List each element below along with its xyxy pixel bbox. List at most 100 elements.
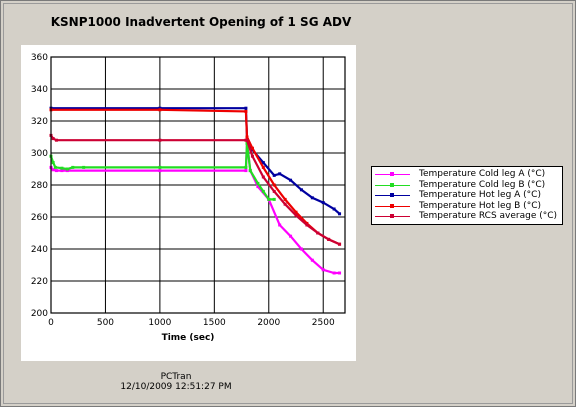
data-point <box>310 258 314 262</box>
data-point <box>299 247 303 251</box>
data-point <box>51 137 55 141</box>
legend-label: Temperature Cold leg B (°C) <box>419 179 546 190</box>
data-point <box>65 169 69 173</box>
data-point <box>51 161 55 165</box>
series-1 <box>49 140 342 275</box>
plot-area-border <box>50 56 346 314</box>
data-point <box>327 237 331 241</box>
data-point <box>294 213 298 217</box>
data-point <box>272 197 276 201</box>
data-point <box>53 165 57 169</box>
grid-layer <box>50 56 345 314</box>
data-point <box>60 169 64 173</box>
data-point <box>305 223 309 227</box>
data-point <box>60 166 64 170</box>
data-point <box>321 201 325 205</box>
data-point <box>250 146 254 150</box>
legend-swatch-marker <box>390 203 394 208</box>
data-point <box>299 188 303 192</box>
legend-item: Temperature Cold leg A (°C) <box>372 169 562 180</box>
data-point <box>158 165 162 169</box>
data-point <box>244 106 248 110</box>
series-layer <box>49 106 342 275</box>
legend-swatch-marker <box>390 214 394 219</box>
data-point <box>158 138 162 142</box>
data-point <box>316 231 320 235</box>
series-5 <box>49 133 342 246</box>
data-point <box>51 168 55 172</box>
data-point <box>54 138 58 142</box>
x-tick-label: 2000 <box>257 318 280 328</box>
data-point <box>338 212 342 216</box>
footer-source-label: PCTran <box>160 372 192 382</box>
legend-label: Temperature Hot leg A (°C) <box>419 190 541 201</box>
axis-layer: 200 220 240 260 280 300 320 340 360 0 500 1000 1500 2… <box>31 53 346 328</box>
y-tick-label: 360 <box>31 53 48 63</box>
data-point <box>332 207 336 211</box>
data-point <box>82 165 86 169</box>
legend-swatch-marker <box>390 172 394 176</box>
y-tick-label: 200 <box>31 309 48 319</box>
data-point <box>305 221 309 225</box>
data-point <box>71 165 75 169</box>
data-point <box>338 242 342 246</box>
y-tick-label: 340 <box>31 85 48 95</box>
legend-item: Temperature Hot leg B (°C) <box>372 201 562 212</box>
data-point <box>278 223 282 227</box>
y-tick-label: 260 <box>31 213 48 223</box>
legend-label: Temperature Hot leg B (°C) <box>419 200 541 211</box>
chart-svg: 200 220 240 260 280 300 320 340 360 0 500 1000 1500 2… <box>31 53 346 343</box>
legend-item: Temperature Cold leg B (°C) <box>372 180 562 191</box>
data-point <box>272 173 276 177</box>
data-point <box>338 271 342 275</box>
data-point <box>244 109 248 113</box>
chart-title: KSNP1000 Inadvertent Opening of 1 SG ADV <box>50 15 352 29</box>
data-point <box>272 183 276 187</box>
data-point <box>65 167 69 171</box>
data-point <box>261 161 265 165</box>
plot-panel: 200 220 240 260 280 300 320 340 360 0 500 1000 1500 2… <box>21 45 356 361</box>
series-line <box>50 141 340 275</box>
data-point <box>321 268 325 272</box>
x-tick-label: 1500 <box>203 318 226 328</box>
data-point <box>245 135 249 139</box>
legend-label: Temperature RCS average (°C) <box>419 211 558 222</box>
footer-timestamp: 12/10/2009 12:51:27 PM <box>120 382 232 392</box>
data-point <box>54 169 58 173</box>
data-point <box>332 271 336 275</box>
data-point <box>256 185 260 189</box>
data-point <box>283 202 287 206</box>
legend-item: Temperature Hot leg A (°C) <box>372 190 562 201</box>
chart-legend: Temperature Cold leg A (°C) Temperature C… <box>371 166 563 225</box>
series-4 <box>49 108 342 246</box>
y-tick-label: 220 <box>31 277 48 287</box>
x-axis-label: Time (sec) <box>162 333 215 343</box>
x-tick-label: 1000 <box>148 318 171 328</box>
chart-window-inner-border <box>3 3 573 404</box>
y-tick-label: 320 <box>31 117 48 127</box>
series-3 <box>49 106 342 216</box>
data-point <box>272 189 276 193</box>
data-point <box>261 175 265 179</box>
data-point <box>261 189 265 193</box>
data-point <box>158 106 162 110</box>
data-point <box>283 197 287 201</box>
x-tick-label: 0 <box>48 318 54 328</box>
data-point <box>278 172 282 176</box>
series-line <box>50 134 341 246</box>
data-point <box>248 169 252 173</box>
data-point <box>244 165 248 169</box>
data-point <box>310 196 314 200</box>
legend-swatch-marker <box>390 182 394 187</box>
x-tick-label: 2500 <box>312 318 335 328</box>
legend-swatch-marker <box>390 193 394 198</box>
legend-item: Temperature RCS average (°C) <box>372 211 562 222</box>
data-point <box>289 234 293 238</box>
legend-label: Temperature Cold leg A (°C) <box>419 169 546 179</box>
series-line <box>51 107 341 215</box>
data-point <box>261 165 265 169</box>
data-point <box>250 154 254 158</box>
data-point <box>267 197 271 201</box>
series-line <box>51 108 341 246</box>
